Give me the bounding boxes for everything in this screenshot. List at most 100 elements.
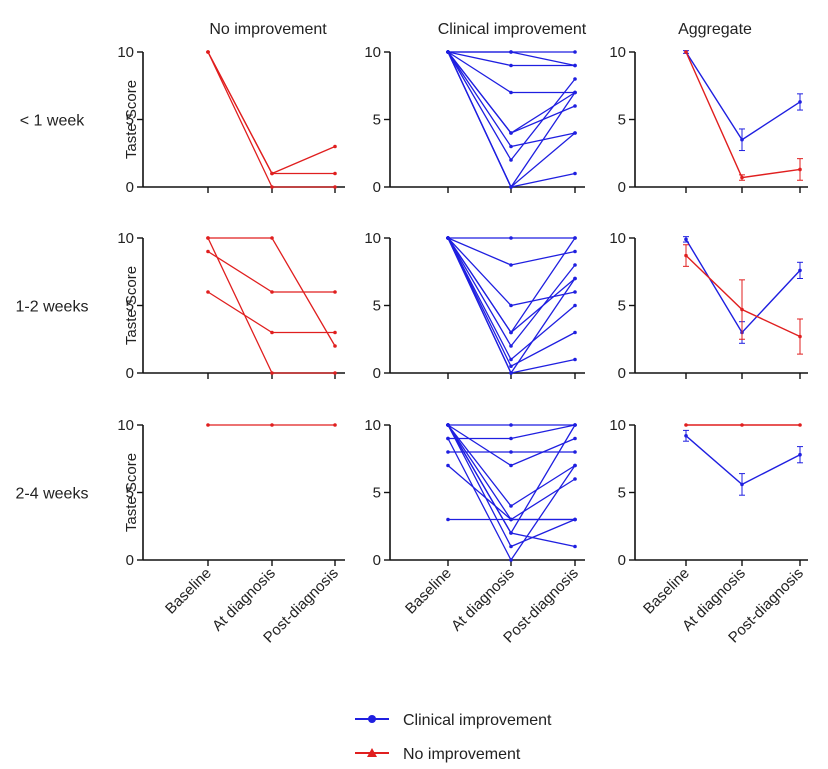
mean-line xyxy=(685,238,801,334)
y-tick-label: 0 xyxy=(618,552,626,569)
y-axis-title: Taste Score xyxy=(123,453,140,532)
row-label: 1-2 weeks xyxy=(16,299,89,316)
mean-point xyxy=(684,237,688,242)
panel: 0 5 10 xyxy=(117,44,345,196)
series-line xyxy=(207,51,336,175)
data-point xyxy=(573,330,577,335)
panel: 0 5 10 xyxy=(364,230,585,382)
y-tick-label: 5 xyxy=(618,298,626,315)
data-point xyxy=(333,344,337,348)
y-tick-label: 0 xyxy=(618,179,626,196)
data-point xyxy=(573,236,577,240)
data-point xyxy=(573,544,577,549)
data-point xyxy=(573,131,577,135)
series-line xyxy=(447,424,576,548)
data-point xyxy=(573,303,577,308)
data-point xyxy=(270,330,274,335)
data-point xyxy=(446,423,450,427)
x-tick-label: Baseline xyxy=(162,565,215,618)
mean-point xyxy=(740,307,744,312)
panel: 0 5 10 xyxy=(609,44,808,196)
panel: 0 5 10 xyxy=(117,417,345,569)
series-line xyxy=(207,250,335,293)
y-tick-label: 10 xyxy=(609,230,626,247)
y-tick-label: 5 xyxy=(373,112,381,129)
y-tick-label: 5 xyxy=(618,485,626,502)
series-line xyxy=(447,51,576,162)
x-tick-label: Baseline xyxy=(640,565,693,618)
data-point xyxy=(509,185,513,189)
y-tick-label: 5 xyxy=(126,298,134,315)
data-point xyxy=(509,504,513,508)
row-label: < 1 week xyxy=(20,113,85,130)
data-point xyxy=(509,158,513,162)
data-point xyxy=(206,249,210,254)
data-point xyxy=(509,357,513,362)
legend-label: No improvement xyxy=(403,746,521,763)
data-point xyxy=(206,423,210,427)
mean-line xyxy=(685,435,801,486)
mean-point xyxy=(798,334,802,339)
data-point xyxy=(270,423,274,427)
y-tick-label: 10 xyxy=(364,44,381,61)
data-point xyxy=(573,423,577,427)
data-point xyxy=(573,77,577,81)
legend-entry: No improvement xyxy=(355,746,521,763)
y-axis-title: Taste Score xyxy=(123,266,140,345)
mean-point xyxy=(798,167,802,172)
data-point xyxy=(573,357,577,362)
y-tick-label: 10 xyxy=(364,230,381,247)
legend-label: Clinical improvement xyxy=(403,712,552,729)
panel: 0 5 10 xyxy=(117,230,345,382)
y-tick-label: 10 xyxy=(609,417,626,434)
data-point xyxy=(270,185,274,189)
series-line xyxy=(207,51,335,188)
y-tick-label: 5 xyxy=(126,485,134,502)
data-point xyxy=(509,63,513,68)
data-point xyxy=(270,371,274,375)
series-line xyxy=(447,424,576,467)
panel: 0 5 10 xyxy=(609,230,808,382)
data-point xyxy=(573,477,577,481)
mean-point xyxy=(798,268,802,273)
mean-point xyxy=(740,482,744,487)
y-tick-label: 0 xyxy=(126,365,134,382)
data-point xyxy=(206,290,210,294)
series-line xyxy=(447,237,576,361)
data-point xyxy=(509,236,513,240)
series-line xyxy=(447,424,576,535)
y-tick-label: 0 xyxy=(126,179,134,196)
y-tick-label: 5 xyxy=(126,112,134,129)
data-point xyxy=(573,450,577,454)
y-tick-label: 0 xyxy=(618,365,626,382)
y-axis-title: Taste Score xyxy=(123,80,140,159)
y-tick-label: 10 xyxy=(117,230,134,247)
data-point xyxy=(446,463,450,468)
mean-point xyxy=(684,434,688,438)
mean-point xyxy=(684,50,688,54)
column-title: No improvement xyxy=(209,21,327,38)
data-point xyxy=(446,50,450,54)
data-point xyxy=(509,436,513,441)
data-point xyxy=(270,171,274,176)
mean-point xyxy=(684,423,688,427)
column-title: Aggregate xyxy=(678,21,752,38)
series-line xyxy=(447,424,576,548)
data-point xyxy=(270,236,274,240)
data-point xyxy=(446,436,450,441)
y-tick-label: 0 xyxy=(126,552,134,569)
data-point xyxy=(333,171,337,176)
data-point xyxy=(206,236,210,240)
series-line xyxy=(447,237,576,266)
data-point xyxy=(573,50,577,54)
y-tick-label: 5 xyxy=(373,485,381,502)
panel: 0 5 10 xyxy=(364,44,585,196)
data-point xyxy=(206,50,210,54)
data-point xyxy=(509,558,513,562)
data-point xyxy=(333,423,337,427)
data-point xyxy=(509,90,513,95)
y-tick-label: 0 xyxy=(373,552,381,569)
y-tick-label: 0 xyxy=(373,365,381,382)
data-point xyxy=(446,517,450,522)
